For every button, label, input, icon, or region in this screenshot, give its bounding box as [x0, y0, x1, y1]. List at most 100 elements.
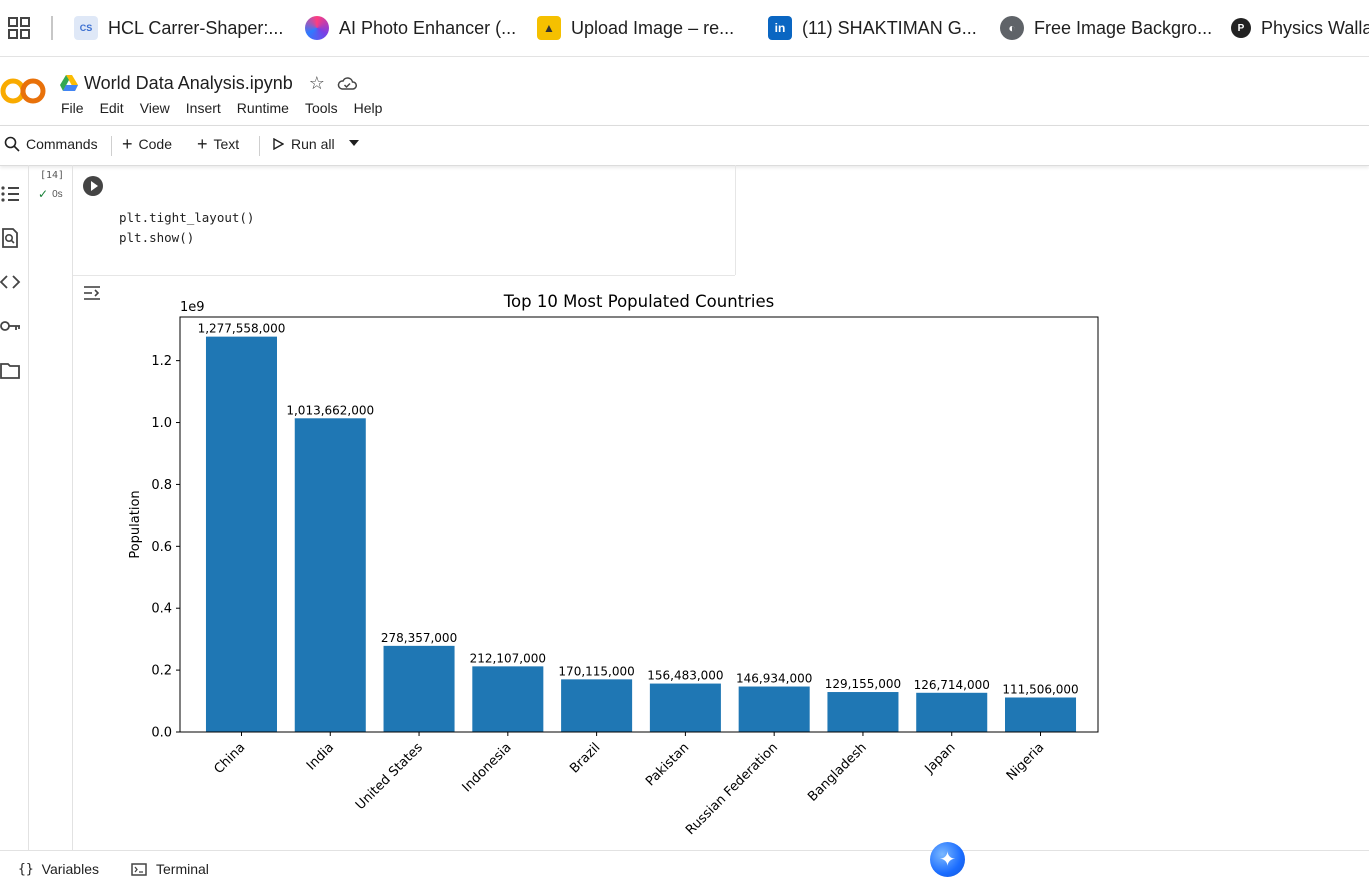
notebook-title-row: World Data Analysis.ipynb ☆: [60, 70, 357, 96]
y-tick-label: 0.0: [151, 726, 172, 741]
bar-value-label: 1,013,662,000: [286, 403, 374, 417]
chart-title: Top 10 Most Populated Countries: [503, 292, 775, 311]
check-icon: ✓: [38, 187, 49, 201]
find-replace-icon[interactable]: [0, 227, 22, 249]
apps-grid-icon[interactable]: [8, 17, 30, 39]
bar-india: [294, 418, 366, 732]
bar-value-label: 129,155,000: [825, 677, 901, 691]
bar-value-label: 278,357,000: [381, 631, 457, 645]
globe-icon: ◐: [1000, 16, 1024, 40]
search-icon: [4, 136, 20, 152]
toolbar-separator: [259, 136, 260, 156]
bar-japan: [916, 692, 988, 732]
population-bar-chart: Top 10 Most Populated Countries 1e9 Popula…: [128, 292, 1099, 838]
y-tick-label: 0.4: [151, 602, 172, 617]
key-icon[interactable]: [0, 315, 22, 337]
cell-divider: [735, 165, 736, 275]
google-drive-icon: [60, 75, 78, 91]
run-cell-button[interactable]: [83, 176, 103, 196]
cloud-saved-icon[interactable]: [337, 76, 357, 90]
x-tick-label: China: [211, 740, 248, 777]
career-shaper-icon: CS: [74, 16, 98, 40]
braces-icon: {}: [18, 861, 34, 877]
menu-file[interactable]: File: [61, 100, 84, 116]
bookmarks-bar: CS HCL Carrer-Shaper:... AI Photo Enhanc…: [0, 0, 1369, 57]
toolbar-separator: [111, 136, 112, 156]
photo-enhancer-icon: [305, 16, 329, 40]
execution-status: ✓ 0s: [38, 187, 63, 201]
bar-value-label: 170,115,000: [558, 664, 634, 678]
bar-value-label: 111,506,000: [1002, 682, 1078, 696]
bar-value-label: 126,714,000: [914, 678, 990, 692]
bar-pakistan: [649, 683, 721, 732]
bar-united-states: [383, 645, 455, 732]
menu-insert[interactable]: Insert: [185, 100, 221, 116]
output-actions-icon[interactable]: [83, 284, 103, 302]
menu-runtime[interactable]: Runtime: [236, 100, 289, 116]
bar-nigeria: [1005, 697, 1077, 732]
code-line[interactable]: plt.show(): [119, 230, 195, 245]
bookmark-upload-image[interactable]: ▲ Upload Image – re...: [537, 15, 734, 41]
bookmark-linkedin-shaktiman[interactable]: in (11) SHAKTIMAN G...: [768, 15, 977, 41]
bar-value-label: 212,107,000: [470, 651, 546, 665]
bar-bangladesh: [827, 692, 899, 732]
bookmark-physics-walla[interactable]: P Physics Walla: [1231, 15, 1369, 41]
cell-gutter: [28, 165, 73, 850]
x-tick-label: Nigeria: [1004, 740, 1047, 783]
menu-bar: File Edit View Insert Runtime Tools Help: [61, 100, 398, 116]
bookmark-hcl-career-shaper[interactable]: CS HCL Carrer-Shaper:...: [74, 15, 283, 41]
bar-value-label: 156,483,000: [647, 669, 723, 683]
physics-walla-icon: P: [1231, 18, 1251, 38]
code-snippets-icon[interactable]: [0, 271, 22, 293]
x-tick-label: Pakistan: [643, 740, 692, 789]
terminal-icon: [131, 862, 147, 876]
terminal-button[interactable]: Terminal: [131, 861, 209, 877]
table-of-contents-icon[interactable]: [0, 183, 22, 205]
y-tick-label: 1.0: [151, 416, 172, 431]
bar-china: [205, 336, 277, 732]
x-tick-label: Japan: [922, 740, 959, 777]
folder-icon[interactable]: [0, 359, 22, 381]
bookmark-ai-photo-enhancer[interactable]: AI Photo Enhancer (...: [305, 15, 516, 41]
bar-value-label: 146,934,000: [736, 672, 812, 686]
bookmarks-separator: [51, 16, 53, 40]
run-all-button[interactable]: Run all: [272, 136, 335, 152]
x-tick-label: India: [304, 740, 337, 773]
x-tick-label: United States: [353, 740, 426, 813]
x-tick-label: Indonesia: [460, 740, 515, 795]
bar-indonesia: [472, 666, 544, 732]
x-tick-label: Brazil: [567, 740, 603, 776]
bookmark-free-image-background[interactable]: ◐ Free Image Backgro...: [1000, 15, 1212, 41]
plot-frame: [179, 316, 1099, 733]
add-code-button[interactable]: + Code: [122, 134, 172, 154]
bar-russian-federation: [738, 686, 810, 732]
bar-value-label: 1,277,558,000: [198, 322, 286, 336]
run-all-dropdown[interactable]: [349, 140, 359, 146]
menu-edit[interactable]: Edit: [99, 100, 124, 116]
code-line[interactable]: plt.tight_layout(): [119, 210, 255, 225]
y-axis-label: Population: [128, 490, 143, 558]
menu-view[interactable]: View: [139, 100, 170, 116]
notebook-toolbar: Commands + Code + Text Run all: [0, 125, 1369, 166]
sparkle-icon: ✦: [939, 849, 956, 871]
y-tick-label: 0.2: [151, 664, 172, 679]
bar-brazil: [561, 679, 633, 732]
y-tick-label: 0.6: [151, 540, 172, 555]
y-axis-offset-label: 1e9: [180, 300, 205, 315]
caret-down-icon: [349, 140, 359, 146]
code-cell[interactable]: [73, 165, 735, 276]
variables-button[interactable]: {} Variables: [18, 861, 99, 877]
add-text-button[interactable]: + Text: [197, 134, 240, 154]
left-sidebar: [0, 165, 29, 850]
star-icon[interactable]: ☆: [308, 72, 325, 93]
linkedin-icon: in: [768, 16, 792, 40]
plus-icon: +: [197, 134, 208, 154]
commands-button[interactable]: Commands: [4, 136, 98, 152]
menu-help[interactable]: Help: [353, 100, 383, 116]
menu-tools[interactable]: Tools: [304, 100, 338, 116]
gemini-button[interactable]: ✦: [930, 842, 965, 877]
y-tick-label: 1.2: [151, 354, 172, 369]
notebook-title[interactable]: World Data Analysis.ipynb: [84, 72, 293, 93]
x-tick-label: Bangladesh: [805, 740, 870, 805]
colab-logo[interactable]: [0, 76, 46, 106]
